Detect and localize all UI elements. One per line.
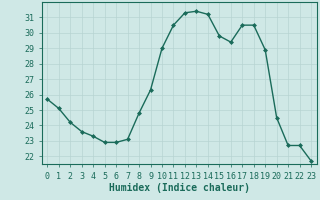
X-axis label: Humidex (Indice chaleur): Humidex (Indice chaleur)	[109, 183, 250, 193]
